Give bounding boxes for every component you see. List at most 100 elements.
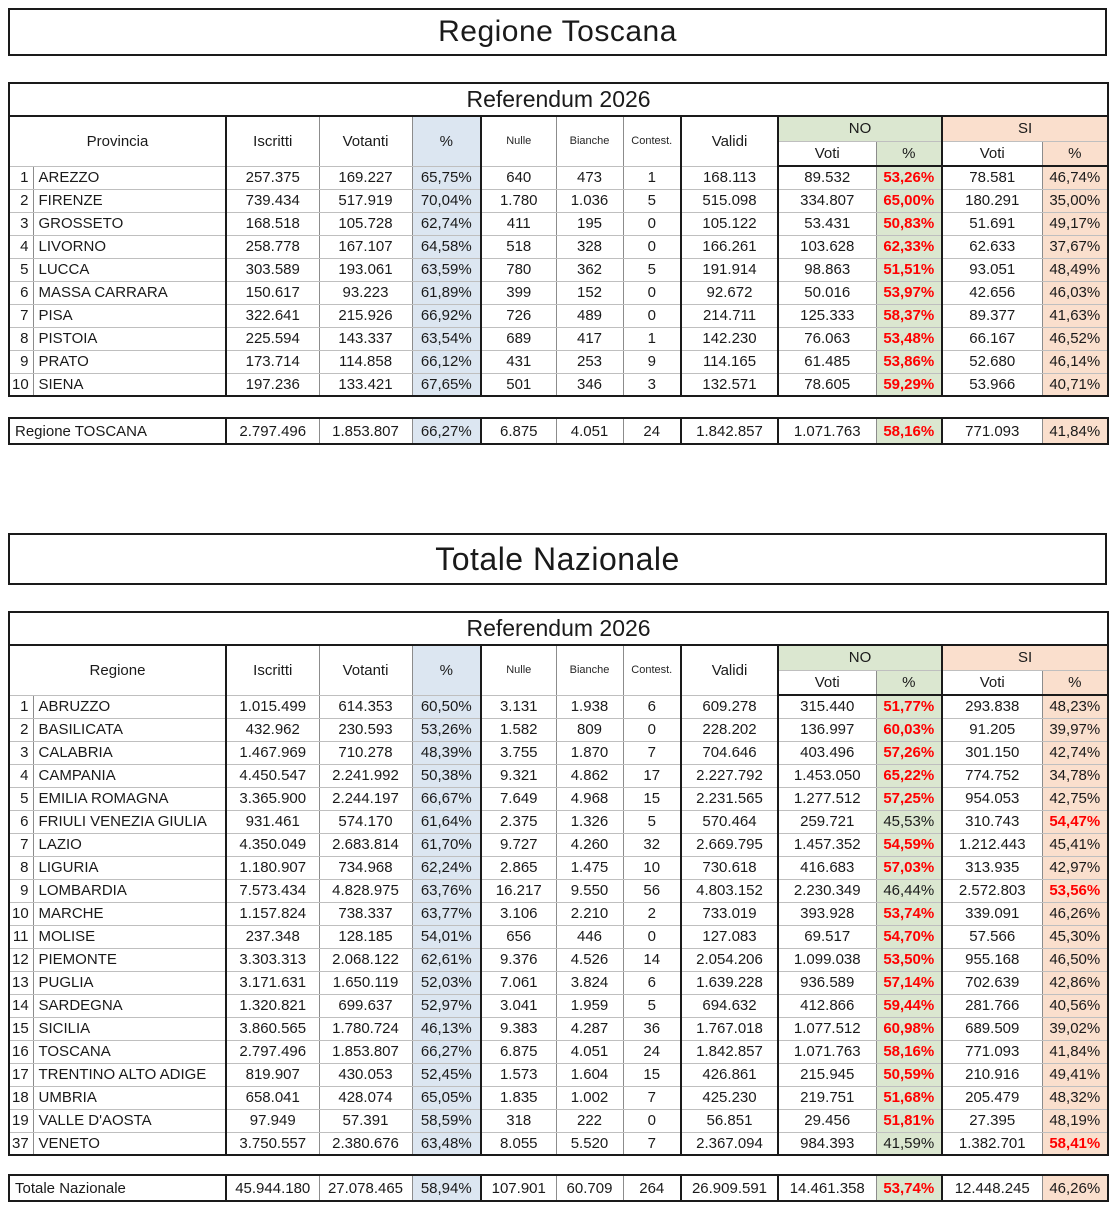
cell-no-pct: 58,16% [875, 417, 943, 445]
cell-validi: 570.464 [680, 809, 779, 834]
cell-validi: 1.842.857 [680, 417, 779, 445]
row-number: 8 [8, 326, 34, 351]
cell-si-voti: 955.168 [941, 947, 1043, 972]
row-name: VENETO [32, 1131, 227, 1156]
cell-pct: 66,27% [411, 417, 482, 445]
row-number: 4 [8, 234, 34, 259]
cell-si-voti: 62.633 [941, 234, 1043, 259]
row-name: EMILIA ROMAGNA [32, 786, 227, 811]
cell-si-voti: 210.916 [941, 1062, 1043, 1087]
cell-bianche: 489 [555, 303, 624, 328]
cell-contest: 0 [622, 1108, 682, 1133]
cell-iscritti: 322.641 [225, 303, 320, 328]
cell-votanti: 2.380.676 [318, 1131, 413, 1156]
cell-bianche: 4.051 [555, 417, 624, 445]
cell-si-pct: 34,78% [1041, 763, 1109, 788]
cell-nulle: 780 [480, 257, 557, 282]
row-number: 1 [8, 694, 34, 719]
cell-nulle: 1.582 [480, 717, 557, 742]
cell-votanti: 57.391 [318, 1108, 413, 1133]
cell-nulle: 640 [480, 165, 557, 190]
cell-si-voti: 1.382.701 [941, 1131, 1043, 1156]
cell-contest: 5 [622, 188, 682, 213]
table-row: 15 SICILIA 3.860.565 1.780.724 46,13% 9.383 4.… [8, 1016, 1109, 1041]
cell-no-pct: 53,97% [875, 280, 943, 305]
cell-validi: 426.861 [680, 1062, 779, 1087]
cell-si-pct: 41,84% [1041, 1039, 1109, 1064]
cell-contest: 6 [622, 970, 682, 995]
cell-bianche: 1.475 [555, 855, 624, 880]
row-name: PUGLIA [32, 970, 227, 995]
cell-bianche: 362 [555, 257, 624, 282]
cell-validi: 515.098 [680, 188, 779, 213]
cell-validi: 1.842.857 [680, 1039, 779, 1064]
cell-validi: 142.230 [680, 326, 779, 351]
cell-no-voti: 29.456 [777, 1108, 877, 1133]
cell-iscritti: 1.320.821 [225, 993, 320, 1018]
table-row: 7 LAZIO 4.350.049 2.683.814 61,70% 9.727 4.260… [8, 832, 1109, 857]
cell-bianche: 4.260 [555, 832, 624, 857]
col-group-no: NO [777, 115, 943, 142]
cell-bianche: 222 [555, 1108, 624, 1133]
cell-votanti: 169.227 [318, 165, 413, 190]
cell-no-voti: 69.517 [777, 924, 877, 949]
cell-validi: 609.278 [680, 694, 779, 719]
cell-si-pct: 45,30% [1041, 924, 1109, 949]
cell-no-voti: 215.945 [777, 1062, 877, 1087]
row-name: CAMPANIA [32, 763, 227, 788]
cell-no-pct: 59,44% [875, 993, 943, 1018]
cell-si-pct: 40,71% [1041, 372, 1109, 397]
table-title-row: Referendum 2026 [8, 611, 1109, 646]
cell-votanti: 734.968 [318, 855, 413, 880]
cell-si-pct: 42,97% [1041, 855, 1109, 880]
col-header-no-voti: Voti [777, 140, 877, 167]
cell-pct: 64,58% [411, 234, 482, 259]
cell-contest: 1 [622, 165, 682, 190]
row-number: 10 [8, 372, 34, 397]
cell-pct: 53,26% [411, 717, 482, 742]
cell-si-pct: 46,03% [1041, 280, 1109, 305]
cell-no-pct: 57,03% [875, 855, 943, 880]
cell-nulle: 501 [480, 372, 557, 397]
cell-iscritti: 168.518 [225, 211, 320, 236]
cell-no-pct: 65,22% [875, 763, 943, 788]
cell-nulle: 9.727 [480, 832, 557, 857]
cell-no-pct: 60,98% [875, 1016, 943, 1041]
cell-contest: 7 [622, 1085, 682, 1110]
cell-validi: 114.165 [680, 349, 779, 374]
table-row: 3 GROSSETO 168.518 105.728 62,74% 411 195 0 105.… [8, 211, 1109, 236]
cell-pct: 65,05% [411, 1085, 482, 1110]
cell-bianche: 1.326 [555, 809, 624, 834]
row-number: 1 [8, 165, 34, 190]
cell-contest: 0 [622, 303, 682, 328]
cell-no-voti: 416.683 [777, 855, 877, 880]
row-name: BASILICATA [32, 717, 227, 742]
cell-contest: 0 [622, 717, 682, 742]
cell-no-voti: 412.866 [777, 993, 877, 1018]
row-number: 6 [8, 809, 34, 834]
cell-pct: 63,76% [411, 878, 482, 903]
cell-nulle: 2.375 [480, 809, 557, 834]
cell-validi: 26.909.591 [680, 1174, 779, 1202]
cell-contest: 264 [622, 1174, 682, 1202]
cell-no-pct: 58,37% [875, 303, 943, 328]
cell-iscritti: 658.041 [225, 1085, 320, 1110]
table-row: 10 SIENA 197.236 133.421 67,65% 501 346 3 132.57… [8, 372, 1109, 397]
cell-no-pct: 54,70% [875, 924, 943, 949]
cell-no-voti: 125.333 [777, 303, 877, 328]
cell-bianche: 9.550 [555, 878, 624, 903]
col-header-validi: Validi [680, 644, 779, 696]
cell-votanti: 614.353 [318, 694, 413, 719]
table-row: 8 PISTOIA 225.594 143.337 63,54% 689 417 1 142.2… [8, 326, 1109, 351]
cell-contest: 36 [622, 1016, 682, 1041]
row-name: LUCCA [32, 257, 227, 282]
col-header-no-pct: % [875, 140, 943, 167]
col-group-si: SI [940, 115, 1109, 142]
cell-pct: 52,45% [411, 1062, 482, 1087]
row-number: 4 [8, 763, 34, 788]
cell-votanti: 2.244.197 [318, 786, 413, 811]
cell-validi: 228.202 [680, 717, 779, 742]
row-name: TOSCANA [32, 1039, 227, 1064]
col-header-turnout-pct: % [411, 115, 482, 167]
col-header-si-voti: Voti [941, 669, 1043, 696]
